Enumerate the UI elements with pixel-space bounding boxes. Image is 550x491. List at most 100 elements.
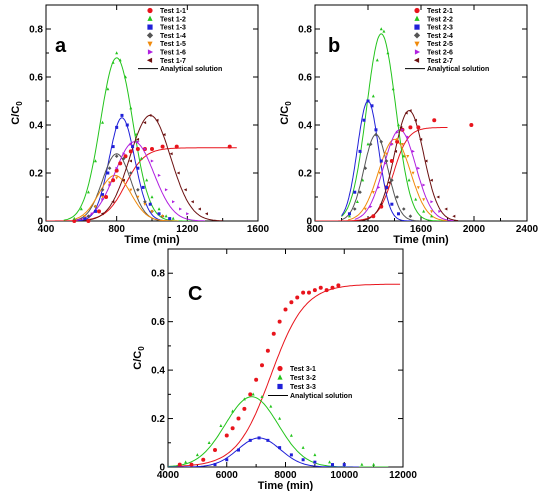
data-point bbox=[399, 125, 403, 129]
data-point bbox=[271, 331, 276, 336]
data-point bbox=[147, 15, 153, 21]
data-point bbox=[146, 32, 154, 39]
x-tick-label: 800 bbox=[307, 224, 324, 235]
series-test-2-7 bbox=[379, 109, 456, 218]
data-point bbox=[387, 181, 391, 185]
data-point bbox=[150, 195, 154, 199]
data-point bbox=[395, 138, 399, 142]
data-point bbox=[230, 426, 235, 431]
legend-label: Test 3-3 bbox=[290, 384, 316, 391]
x-axis-label: Time (min) bbox=[393, 234, 449, 246]
legend-label: Test 1-4 bbox=[160, 33, 186, 40]
x-tick-label: 12000 bbox=[389, 470, 417, 481]
analytical-curves bbox=[168, 283, 401, 467]
data-point bbox=[100, 188, 105, 192]
y-tick-label: 0.2 bbox=[29, 169, 43, 180]
analytical-curve bbox=[74, 153, 179, 221]
data-point bbox=[150, 210, 154, 214]
data-point bbox=[342, 463, 346, 467]
legend: Test 3-1 Test 3-2 Test 3-3 Analytical solut… bbox=[268, 365, 352, 400]
data-point bbox=[129, 188, 133, 192]
data-point bbox=[100, 212, 104, 216]
y-tick-label: 0.2 bbox=[151, 414, 165, 425]
legend-label: Analytical solution bbox=[290, 393, 352, 400]
legend-label: Test 1-5 bbox=[160, 41, 186, 48]
data-point bbox=[358, 190, 362, 194]
data-point bbox=[404, 111, 408, 115]
data-point bbox=[72, 216, 76, 220]
data-point bbox=[101, 120, 105, 124]
data-point bbox=[336, 283, 341, 288]
data-point bbox=[147, 7, 153, 14]
legend-label: Test 3-1 bbox=[290, 366, 316, 373]
plot-frame bbox=[314, 4, 528, 222]
data-point bbox=[124, 75, 127, 79]
data-point bbox=[366, 142, 370, 146]
y-tick-label: 0.4 bbox=[298, 121, 312, 132]
data-point bbox=[101, 197, 105, 201]
analytical-curve bbox=[341, 100, 421, 221]
data-point bbox=[371, 191, 375, 194]
data-point bbox=[101, 195, 105, 199]
data-point bbox=[374, 132, 378, 137]
data-point bbox=[93, 205, 97, 209]
legend-label: Test 2-1 bbox=[427, 8, 453, 15]
data-point bbox=[289, 453, 293, 457]
data-point bbox=[377, 185, 381, 189]
chart-panel-C: 4000 6000 8000 10000 12000 0 0.2 0.4 0.6 0.8 Time … bbox=[132, 248, 417, 491]
data-point bbox=[136, 188, 140, 192]
data-point bbox=[97, 209, 101, 214]
data-point bbox=[115, 166, 119, 170]
data-point bbox=[157, 212, 161, 216]
data-point bbox=[169, 152, 173, 156]
data-point bbox=[145, 178, 149, 182]
data-point bbox=[390, 178, 394, 182]
data-point bbox=[111, 200, 115, 204]
analytical-curves bbox=[46, 57, 237, 221]
data-point bbox=[231, 409, 235, 413]
data-point bbox=[411, 171, 415, 175]
data-point bbox=[347, 212, 351, 216]
legend-label: Test 2-2 bbox=[427, 16, 453, 23]
data-point bbox=[452, 214, 456, 218]
legend-label: Test 2-7 bbox=[427, 58, 453, 65]
data-point bbox=[157, 207, 161, 211]
data-point bbox=[417, 166, 421, 170]
data-point bbox=[414, 41, 420, 47]
x-tick-label: 400 bbox=[38, 224, 55, 235]
data-point bbox=[277, 374, 283, 380]
data-point bbox=[444, 207, 448, 211]
y-tick-label: 0.2 bbox=[298, 169, 312, 180]
x-tick-label: 2000 bbox=[463, 224, 486, 235]
data-point bbox=[157, 173, 161, 177]
data-point bbox=[111, 178, 116, 183]
data-point bbox=[111, 60, 115, 64]
data-point bbox=[363, 166, 368, 170]
data-point bbox=[384, 159, 389, 163]
data-point bbox=[278, 416, 282, 420]
data-point bbox=[324, 288, 329, 293]
data-point bbox=[371, 94, 375, 98]
data-point bbox=[168, 217, 172, 221]
x-tick-label: 800 bbox=[108, 224, 125, 235]
data-point bbox=[86, 214, 91, 218]
data-point bbox=[394, 149, 398, 153]
series-test-1-4 bbox=[86, 154, 165, 218]
analytical-curve bbox=[63, 57, 205, 221]
data-point bbox=[143, 200, 147, 204]
data-point bbox=[161, 215, 165, 218]
data-point bbox=[121, 178, 125, 182]
y-tick-label: 0 bbox=[37, 217, 43, 228]
data-point bbox=[372, 462, 376, 466]
data-point bbox=[301, 445, 305, 449]
data-point bbox=[360, 462, 364, 466]
data-point bbox=[277, 319, 282, 324]
data-point bbox=[371, 214, 376, 219]
data-point bbox=[419, 137, 423, 141]
legend-label: Test 3-2 bbox=[290, 375, 316, 382]
data-point bbox=[430, 200, 434, 204]
data-point bbox=[395, 195, 399, 199]
data-point bbox=[395, 130, 399, 134]
data-point bbox=[148, 113, 152, 117]
